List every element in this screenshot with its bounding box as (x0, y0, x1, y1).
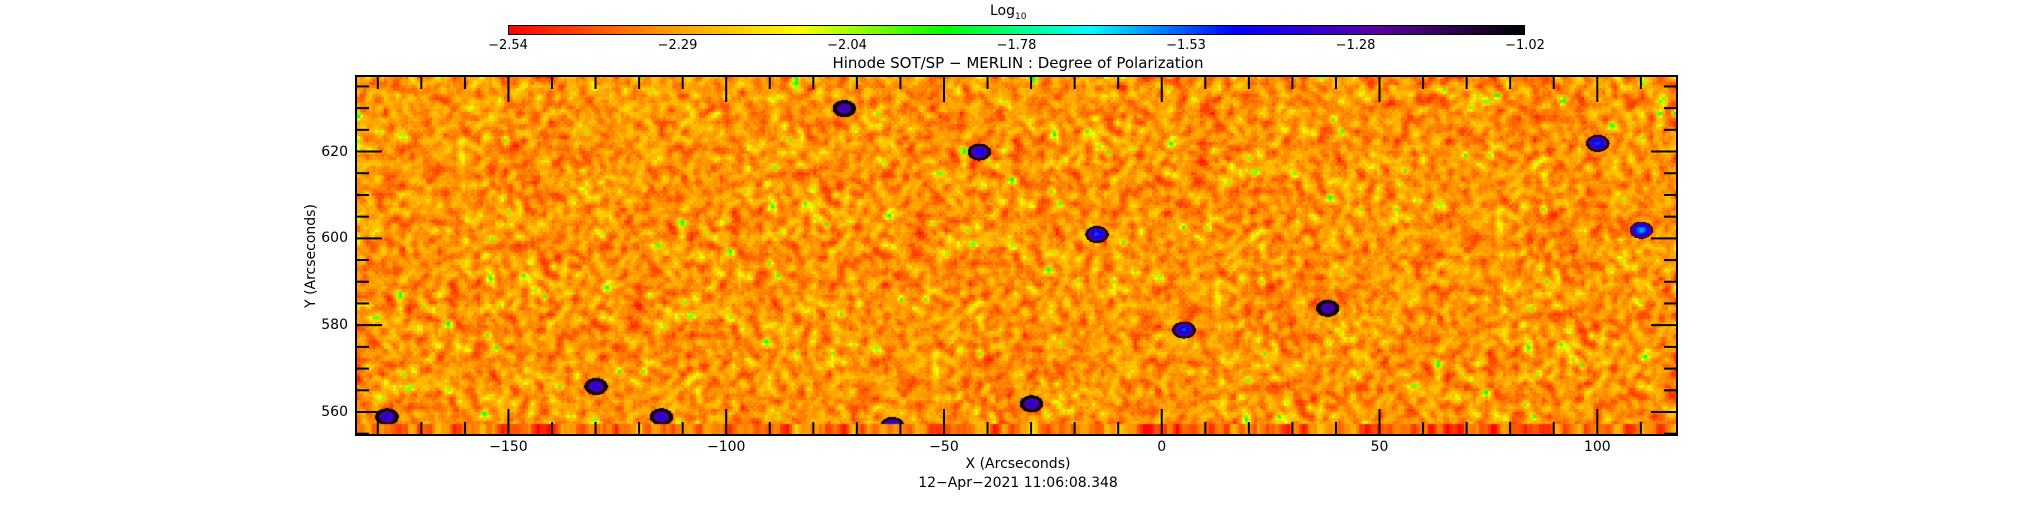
plot-frame (355, 75, 1678, 436)
y-tick-label: 600 (321, 230, 348, 247)
colorbar (508, 25, 1525, 35)
colorbar-tick-label: −2.04 (827, 38, 867, 53)
x-tick-label: 100 (1583, 439, 1611, 455)
x-tick-label: 0 (1157, 439, 1167, 455)
timestamp: 12−Apr−2021 11:06:08.348 (918, 475, 1118, 491)
colorbar-tick-label: −1.53 (1166, 38, 1206, 53)
y-tick-label: 620 (321, 143, 348, 160)
x-tick-label: 50 (1370, 439, 1389, 455)
y-tick-label: 560 (321, 403, 348, 420)
chart-title: Hinode SOT/SP − MERLIN : Degree of Polar… (832, 54, 1204, 72)
x-tick-label: −100 (706, 439, 746, 455)
colorbar-label-text: Log (990, 3, 1016, 19)
y-tick-label: 580 (321, 317, 348, 334)
colorbar-tick-label: −1.02 (1505, 38, 1545, 53)
colorbar-tick-label: −1.28 (1335, 38, 1376, 53)
x-tick-label: −50 (929, 439, 959, 455)
colorbar-tick-label: −2.54 (488, 38, 528, 53)
colorbar-tick-label: −1.78 (996, 38, 1037, 53)
colorbar-tick-label: −2.29 (657, 38, 698, 53)
colorbar-label-sub: 10 (1015, 11, 1027, 22)
colorbar-label: Log10 (990, 3, 1026, 22)
x-tick-label: −150 (489, 439, 528, 455)
plot-area (356, 76, 1677, 435)
x-axis-label: X (Arcseconds) (965, 456, 1071, 472)
heatmap-image (356, 76, 1677, 435)
y-axis-label: Y (Arcseconds) (303, 204, 319, 308)
